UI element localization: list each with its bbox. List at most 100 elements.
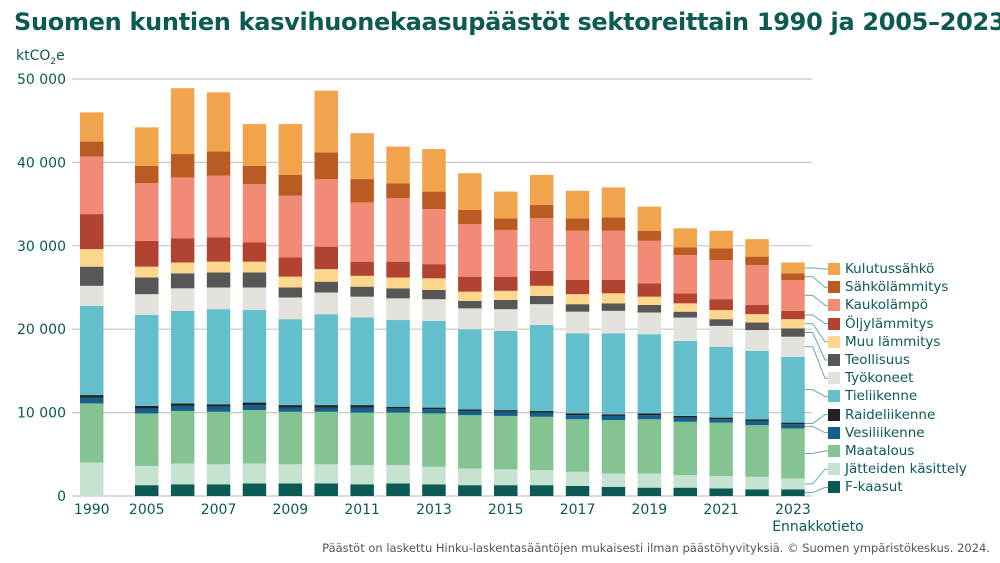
bar-segment[interactable] [386,298,410,321]
bar-segment[interactable] [637,334,662,414]
bar-segment[interactable] [206,404,231,407]
bar-2011[interactable] [350,133,374,496]
legend-item[interactable]: Maatalous [828,442,914,460]
bar-segment[interactable] [529,218,554,271]
bar-segment[interactable] [135,485,159,496]
bar-segment[interactable] [637,206,662,231]
bar-segment[interactable] [781,422,805,425]
bar-segment[interactable] [80,266,104,286]
bar-segment[interactable] [745,264,769,306]
bar-segment[interactable] [350,133,374,180]
bar-segment[interactable] [278,287,303,298]
bar-segment[interactable] [80,305,104,396]
bar-segment[interactable] [386,277,410,289]
bar-segment[interactable] [206,484,231,496]
bar-segment[interactable] [206,175,231,238]
bar-segment[interactable] [529,470,554,486]
bar-segment[interactable] [709,325,733,347]
bar-segment[interactable] [135,315,159,406]
bar-segment[interactable] [458,329,482,410]
bar-segment[interactable] [314,464,339,484]
bar-segment[interactable] [242,310,267,403]
legend-item[interactable]: Vesiliikenne [828,424,925,442]
bar-segment[interactable] [350,275,374,287]
bar-segment[interactable] [314,281,339,293]
bar-segment[interactable] [565,413,590,416]
bar-segment[interactable] [278,405,303,408]
bar-segment[interactable] [80,397,104,404]
legend-item[interactable]: Teollisuus [828,351,910,369]
bar-segment[interactable] [529,295,554,305]
bar-segment[interactable] [242,483,267,496]
bar-segment[interactable] [170,288,195,311]
bar-segment[interactable] [135,277,159,295]
bar-segment[interactable] [458,485,482,496]
bar-2009[interactable] [278,124,303,496]
bar-segment[interactable] [422,407,446,410]
bar-segment[interactable] [458,308,482,330]
bar-segment[interactable] [458,173,482,210]
bar-segment[interactable] [601,420,626,474]
bar-segment[interactable] [565,230,590,280]
bar-segment[interactable] [673,293,698,304]
bar-segment[interactable] [781,428,805,479]
bar-segment[interactable] [529,410,554,413]
bar-2022[interactable] [745,239,769,496]
bar-segment[interactable] [637,305,662,313]
bar-segment[interactable] [601,486,626,496]
bar-segment[interactable] [745,305,769,315]
bar-segment[interactable] [350,202,374,262]
bar-segment[interactable] [314,411,339,465]
bar-segment[interactable] [386,183,410,199]
bar-segment[interactable] [350,465,374,485]
bar-segment[interactable] [386,465,410,484]
bar-segment[interactable] [709,417,733,420]
bar-segment[interactable] [709,475,733,489]
bar-segment[interactable] [206,272,231,288]
bar-segment[interactable] [422,209,446,265]
bar-segment[interactable] [494,191,518,219]
bar-segment[interactable] [565,294,590,305]
legend-item[interactable]: Kaukolämpö [828,296,928,314]
bar-segment[interactable] [170,403,195,406]
bar-segment[interactable] [745,489,769,496]
bar-segment[interactable] [170,262,195,274]
bar-segment[interactable] [494,485,518,496]
legend-item[interactable]: Muu lämmitys [828,333,940,351]
bar-segment[interactable] [637,487,662,496]
bar-segment[interactable] [458,300,482,309]
bar-segment[interactable] [314,405,339,408]
bar-segment[interactable] [350,412,374,466]
bar-segment[interactable] [278,464,303,484]
bar-segment[interactable] [422,290,446,300]
bar-segment[interactable] [745,420,769,426]
bar-segment[interactable] [242,272,267,288]
bar-segment[interactable] [781,328,805,337]
bar-segment[interactable] [494,330,518,411]
bar-segment[interactable] [529,204,554,219]
bar-segment[interactable] [529,270,554,286]
bar-2007[interactable] [206,92,231,496]
bar-segment[interactable] [80,395,104,398]
bar-segment[interactable] [206,237,231,262]
bar-segment[interactable] [170,463,195,485]
bar-segment[interactable] [458,468,482,486]
bar-segment[interactable] [494,309,518,331]
bar-segment[interactable] [637,473,662,488]
bar-segment[interactable] [709,248,733,260]
bar-segment[interactable] [242,165,267,185]
bar-segment[interactable] [601,279,626,294]
bar-segment[interactable] [781,336,805,357]
bar-segment[interactable] [278,276,303,288]
bar-segment[interactable] [314,407,339,412]
bar-2015[interactable] [494,191,518,496]
bar-segment[interactable] [781,356,805,423]
bar-2017[interactable] [565,190,590,496]
bar-segment[interactable] [80,462,104,496]
bar-segment[interactable] [135,294,159,316]
bar-segment[interactable] [529,304,554,326]
bar-segment[interactable] [494,469,518,486]
bar-2016[interactable] [529,174,554,496]
bar-segment[interactable] [386,483,410,496]
bar-segment[interactable] [781,489,805,496]
